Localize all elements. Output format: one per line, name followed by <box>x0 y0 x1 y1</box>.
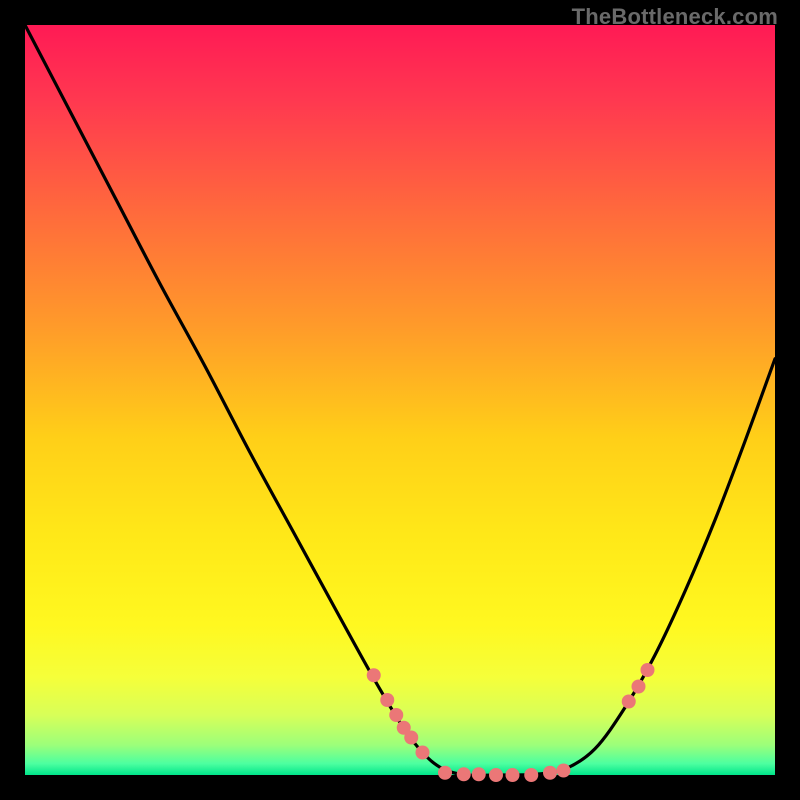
data-marker <box>557 764 571 778</box>
data-marker <box>632 680 646 694</box>
data-marker <box>506 768 520 782</box>
chart-svg <box>0 0 800 800</box>
data-marker <box>404 731 418 745</box>
data-marker <box>380 693 394 707</box>
plot-background <box>25 25 775 775</box>
watermark-text: TheBottleneck.com <box>572 4 778 30</box>
data-marker <box>438 766 452 780</box>
data-marker <box>367 668 381 682</box>
data-marker <box>489 768 503 782</box>
data-marker <box>622 695 636 709</box>
chart-container: TheBottleneck.com <box>0 0 800 800</box>
data-marker <box>416 746 430 760</box>
data-marker <box>641 663 655 677</box>
data-marker <box>457 767 471 781</box>
data-marker <box>524 768 538 782</box>
data-marker <box>389 708 403 722</box>
data-marker <box>472 767 486 781</box>
data-marker <box>543 766 557 780</box>
